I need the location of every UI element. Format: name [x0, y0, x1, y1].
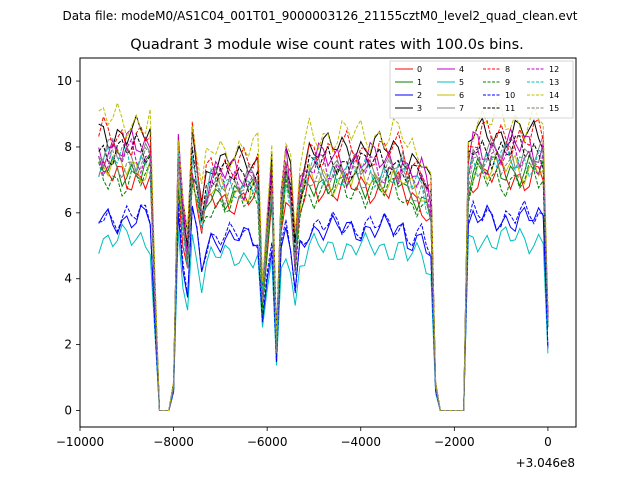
- legend-label-15: 15: [549, 104, 559, 113]
- y-tick-label: 4: [64, 272, 72, 286]
- x-tick-label: −4000: [340, 435, 381, 449]
- y-tick-label: 2: [64, 338, 72, 352]
- x-tick-label: −10000: [56, 435, 104, 449]
- legend-label-7: 7: [459, 104, 464, 113]
- series-line-5: [98, 223, 549, 411]
- x-axis: −10000 −8000 −6000 −4000 −2000 0: [56, 427, 552, 449]
- x-offset-label: +3.046e8: [516, 456, 575, 470]
- y-tick-label: 8: [64, 140, 72, 154]
- series-line-9: [98, 161, 549, 411]
- series-line-13: [98, 141, 549, 411]
- y-tick-label: 6: [64, 206, 72, 220]
- legend-label-10: 10: [505, 91, 515, 100]
- suptitle: Data file: modeM0/AS1C04_001T01_90000031…: [62, 9, 577, 23]
- legend-label-8: 8: [505, 65, 510, 74]
- legend-label-6: 6: [459, 91, 464, 100]
- x-tick-label: 0: [544, 435, 552, 449]
- legend-label-3: 3: [417, 104, 422, 113]
- legend-label-11: 11: [505, 104, 515, 113]
- chart-title: Quadrant 3 module wise count rates with …: [130, 37, 524, 53]
- series-line-2: [98, 204, 549, 411]
- legend-label-4: 4: [459, 65, 464, 74]
- legend-label-1: 1: [417, 78, 422, 87]
- legend-label-0: 0: [417, 65, 422, 74]
- legend-label-9: 9: [505, 78, 510, 87]
- series-line-10: [98, 199, 549, 411]
- y-axis: 0 2 4 6 8 10: [57, 74, 80, 418]
- y-tick-label: 10: [57, 74, 72, 88]
- legend-label-12: 12: [549, 65, 559, 74]
- series-line-0: [98, 158, 549, 411]
- series-line-1: [98, 152, 549, 411]
- series-line-6: [98, 146, 549, 411]
- series-line-15: [98, 144, 549, 411]
- legend-label-5: 5: [459, 78, 464, 87]
- plot-frame: [79, 57, 577, 428]
- legend-label-2: 2: [417, 91, 422, 100]
- legend-label-14: 14: [549, 91, 559, 100]
- x-tick-label: −2000: [434, 435, 475, 449]
- series-line-8: [98, 115, 549, 411]
- series-layer: [98, 101, 549, 411]
- legend-label-13: 13: [549, 78, 559, 87]
- x-tick-label: −8000: [153, 435, 194, 449]
- y-tick-label: 0: [64, 404, 72, 418]
- x-tick-label: −6000: [247, 435, 288, 449]
